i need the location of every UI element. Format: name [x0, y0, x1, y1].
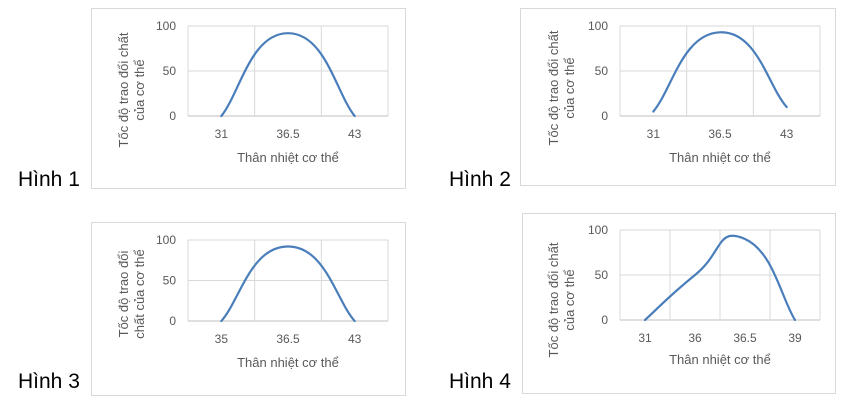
y-tick-label: 0: [601, 109, 608, 123]
x-tick-label: 31: [215, 127, 229, 141]
y-axis-title: Tốc độ trao đổi: [116, 251, 131, 338]
x-axis-title: Thân nhiệt cơ thể: [669, 352, 771, 367]
x-tick-label: 36.5: [276, 127, 300, 141]
chart-frame: [91, 222, 406, 396]
chart-frame: [520, 8, 836, 186]
y-tick-label: 0: [169, 109, 176, 123]
data-line: [652, 31, 788, 113]
x-axis-title: Thân nhiệt cơ thể: [237, 355, 339, 370]
figure-label-2: Hình 2: [449, 168, 511, 191]
y-axis-title: Tốc độ trao đổi chất: [546, 30, 561, 145]
x-tick-label: 39: [788, 331, 802, 345]
data-line: [220, 245, 356, 323]
x-tick-label: 36.5: [276, 332, 300, 346]
y-tick-label: 100: [156, 233, 176, 247]
x-tick-label: 36.5: [733, 331, 757, 345]
y-tick-label: 100: [588, 19, 608, 33]
x-tick-label: 43: [348, 127, 362, 141]
x-tick-label: 31: [647, 127, 661, 141]
y-axis-title: chất của cơ thể: [132, 249, 147, 338]
y-tick-label: 50: [595, 268, 609, 282]
chart-frame: [522, 213, 836, 394]
x-axis-title: Thân nhiệt cơ thể: [237, 150, 339, 165]
figure-label-1: Hình 1: [18, 168, 80, 191]
y-axis-title: của cơ thể: [562, 57, 577, 118]
y-axis-title: Tốc độ trao đổi chất: [116, 32, 131, 147]
figure-label-4: Hình 4: [449, 370, 511, 393]
x-axis-title: Thân nhiệt cơ thể: [669, 150, 771, 165]
y-tick-label: 50: [595, 64, 609, 78]
y-tick-label: 100: [156, 19, 176, 33]
chart-1: 0 50 100 31 36.5 43 Thân nhiệt cơ thể Tốc độ tr…: [91, 8, 406, 189]
chart-2: 0 50 100 31 36.5 43 Thân nhiệt cơ thể Tốc độ tr…: [520, 8, 836, 186]
x-tick-label: 35: [215, 332, 229, 346]
chart-3: 0 50 100 35 36.5 43 Thân nhiệt cơ thể Tốc độ tr…: [91, 222, 406, 396]
data-line: [643, 234, 797, 322]
x-tick-label: 36: [688, 331, 702, 345]
y-tick-label: 100: [588, 223, 608, 237]
y-tick-label: 0: [601, 313, 608, 327]
y-tick-label: 0: [169, 314, 176, 328]
figure-label-3: Hình 3: [18, 370, 80, 393]
x-tick-label: 43: [780, 127, 794, 141]
y-axis-title: của cơ thể: [132, 59, 147, 120]
y-tick-label: 50: [163, 274, 177, 288]
chart-4: 0 50 100 31 36 36.5 39 Thân nhiệt cơ thể Tốc độ …: [522, 213, 836, 394]
x-tick-label: 31: [638, 331, 652, 345]
y-tick-label: 50: [163, 64, 177, 78]
x-tick-label: 43: [348, 332, 362, 346]
y-axis-title: Tốc độ trao đổi chất: [546, 242, 561, 357]
x-tick-label: 36.5: [708, 127, 732, 141]
data-line: [220, 32, 356, 118]
y-axis-title: của cơ thể: [562, 269, 577, 330]
chart-frame: [91, 8, 406, 189]
